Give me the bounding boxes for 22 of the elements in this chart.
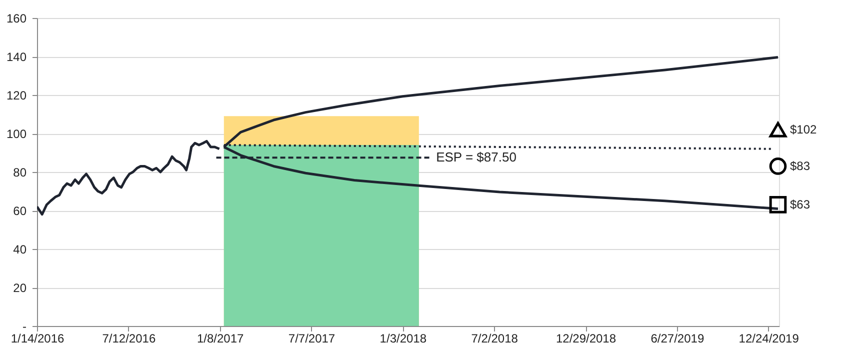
y-tick-label: 100 <box>6 127 27 141</box>
x-tick-label: 7/12/2016 <box>102 332 156 346</box>
y-tick-label: 120 <box>6 88 27 102</box>
data-label: $83 <box>790 159 810 174</box>
y-tick-label: 140 <box>6 50 27 64</box>
x-tick-label: 7/2/2018 <box>471 332 518 346</box>
x-tick-label: 1/8/2017 <box>196 332 244 346</box>
x-tick-label: 6/27/2019 <box>650 332 704 346</box>
x-tick-label: 1/14/2016 <box>10 332 65 346</box>
y-tick-label: - <box>22 320 26 334</box>
x-tick-label: 12/29/2018 <box>556 332 616 346</box>
y-tick-label: 20 <box>13 281 27 295</box>
y-tick-label: 80 <box>13 166 27 180</box>
x-tick-label: 7/7/2017 <box>288 332 336 346</box>
y-tick-label: 40 <box>13 242 27 256</box>
data-label: $102 <box>790 122 818 137</box>
x-tick-label: 12/24/2019 <box>738 332 800 346</box>
y-tick-label: 60 <box>13 204 27 218</box>
data-label: $63 <box>790 198 810 212</box>
annotation: ESP = $87.50 <box>436 150 516 165</box>
y-tick-label: 160 <box>6 12 27 26</box>
x-tick-label: 1/3/2018 <box>380 332 427 346</box>
